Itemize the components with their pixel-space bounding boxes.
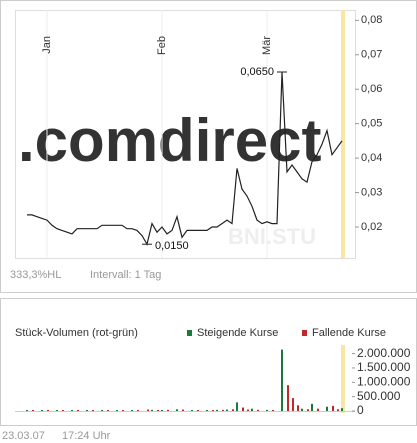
x-tick-label: Feb xyxy=(156,36,168,55)
volume-bar xyxy=(197,410,199,411)
volume-bar xyxy=(297,405,299,411)
volume-bar xyxy=(41,410,43,411)
volume-bar xyxy=(32,410,34,411)
volume-bar xyxy=(56,410,58,411)
y-tick-label: 0,02 xyxy=(361,221,382,233)
volume-bar xyxy=(71,410,73,411)
price-plot-frame xyxy=(15,10,356,259)
volume-bar xyxy=(341,408,343,411)
value-label: 0,0150 xyxy=(155,240,189,252)
price-panel xyxy=(0,0,417,293)
volume-bar xyxy=(332,405,334,411)
volume-bar xyxy=(107,410,109,411)
volume-panel xyxy=(0,298,417,426)
volume-bar xyxy=(116,410,118,411)
volume-bar xyxy=(326,406,328,411)
volume-bar xyxy=(167,409,169,411)
volume-bar xyxy=(236,402,238,411)
value-label: 0,0650 xyxy=(240,66,274,78)
volume-bar xyxy=(287,385,289,411)
legend-label: Steigende Kurse xyxy=(197,327,278,339)
y-tick-label: 0,07 xyxy=(361,49,382,61)
volume-bar xyxy=(151,409,153,411)
volume-bar xyxy=(176,409,178,411)
volume-bar xyxy=(281,349,283,411)
range-note: 333,3%HL xyxy=(10,269,61,281)
volume-bar xyxy=(86,410,88,411)
y-tick-label: 0,08 xyxy=(361,14,382,26)
volume-bar xyxy=(216,409,218,411)
legend-swatch xyxy=(187,330,192,336)
volume-bar xyxy=(206,410,208,411)
volume-bar xyxy=(272,410,274,411)
volume-bar xyxy=(161,410,163,411)
volume-bar xyxy=(266,409,268,411)
legend-label: Fallende Kurse xyxy=(312,327,386,339)
y-tick-label: 0,04 xyxy=(361,152,382,164)
volume-bar xyxy=(251,408,253,411)
y-tick-label: 0 xyxy=(357,403,364,417)
volume-title: Stück-Volumen (rot-grün) xyxy=(15,327,138,339)
y-tick-label: 0,06 xyxy=(361,83,382,95)
volume-bar xyxy=(191,410,193,411)
volume-bar xyxy=(212,410,214,411)
footer-time: 17:24 Uhr xyxy=(62,430,111,442)
volume-bar xyxy=(131,410,133,411)
volume-bar xyxy=(226,409,228,411)
y-tick-label: 1.500.000 xyxy=(357,360,411,374)
volume-bar xyxy=(92,410,94,411)
volume-bar xyxy=(301,408,303,411)
volume-bar xyxy=(232,409,234,411)
y-tick-label: 2.000.000 xyxy=(357,346,411,360)
volume-bar xyxy=(101,410,103,411)
watermark: .comdirect xyxy=(18,107,321,174)
volume-bar xyxy=(292,398,294,411)
symbol-watermark: BNI.STU xyxy=(228,224,316,249)
y-tick-label: 1.000.000 xyxy=(357,374,411,388)
legend-swatch xyxy=(302,330,307,336)
footer-date: 23.03.07 xyxy=(2,430,45,442)
volume-bar xyxy=(257,409,259,411)
volume-bar xyxy=(222,409,224,411)
volume-bar xyxy=(307,409,309,411)
y-tick-label: 0,03 xyxy=(361,186,382,198)
volume-bar xyxy=(26,410,28,411)
volume-bar xyxy=(122,410,124,411)
y-tick-label: 0,05 xyxy=(361,118,382,130)
interval: Intervall: 1 Tag xyxy=(90,269,161,281)
volume-bar xyxy=(137,410,139,411)
price-line xyxy=(27,71,343,246)
volume-bar xyxy=(317,408,319,411)
volume-bar xyxy=(242,407,244,411)
x-tick-label: Mär xyxy=(261,36,273,55)
volume-bar xyxy=(157,410,159,411)
x-tick-label: Jan xyxy=(41,36,53,54)
volume-bar xyxy=(182,409,184,411)
volume-bar xyxy=(147,409,149,411)
volume-bar xyxy=(247,409,249,411)
y-tick-label: 500.000 xyxy=(357,389,401,403)
volume-bar xyxy=(77,410,79,411)
today-marker xyxy=(341,10,345,258)
volume-bar xyxy=(311,403,313,411)
volume-bar xyxy=(337,409,339,411)
volume-bar xyxy=(47,410,49,411)
today-marker xyxy=(341,345,345,413)
volume-bar xyxy=(62,410,64,411)
